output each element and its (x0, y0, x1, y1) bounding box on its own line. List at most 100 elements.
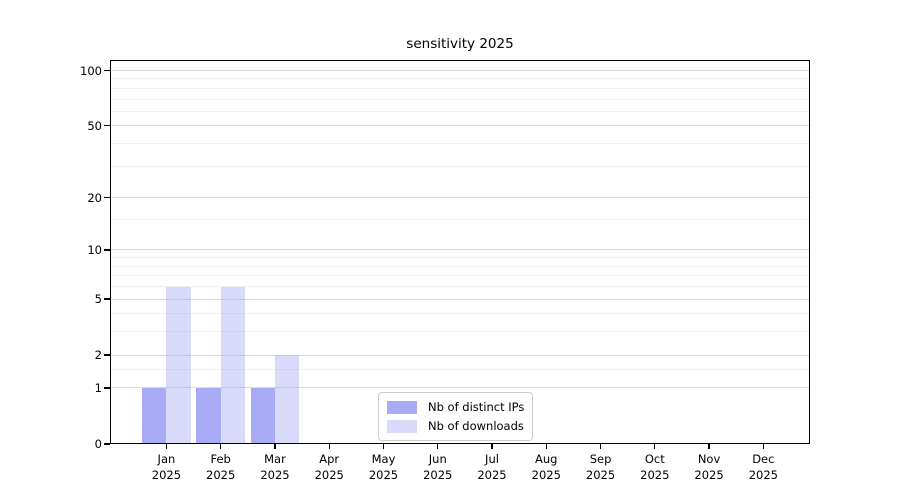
x-tick-label-oct: Oct 2025 (625, 451, 685, 483)
gridline-major-2 (110, 354, 810, 356)
gridline-minor-80 (110, 87, 810, 89)
x-tick-label-jul: Jul 2025 (462, 451, 522, 483)
x-tick-feb (220, 444, 222, 449)
x-tick-month-may: May (371, 452, 396, 466)
chart-title: sensitivity 2025 (406, 36, 514, 52)
legend-item-downloads: Nb of downloads (387, 418, 524, 434)
x-tick-year-feb: 2025 (206, 468, 236, 482)
x-tick-label-feb: Feb 2025 (191, 451, 251, 483)
gridline-major-20 (110, 197, 810, 199)
gridline-major-50 (110, 125, 810, 127)
legend: Nb of distinct IPs Nb of downloads (378, 392, 534, 441)
y-tick-label-10: 10 (87, 242, 102, 257)
legend-label-downloads: Nb of downloads (428, 419, 524, 433)
gridline-minor-60 (110, 110, 810, 112)
gridline-minor-8 (110, 265, 810, 267)
y-tick-20 (104, 196, 110, 199)
x-tick-year-mar: 2025 (260, 468, 290, 482)
y-tick-label-1: 1 (94, 380, 102, 395)
y-tick-label-5: 5 (94, 291, 102, 306)
plot-area (110, 60, 810, 444)
x-tick-year-oct: 2025 (640, 468, 670, 482)
bar-nb-of-distinct-ips-jan (142, 387, 167, 444)
y-tick-100 (104, 69, 110, 72)
x-tick-year-jan: 2025 (151, 468, 182, 482)
gridline-minor-9 (110, 257, 810, 259)
x-tick-month-jul: Jul (485, 452, 499, 466)
gridline-major-100 (110, 70, 810, 72)
gridline-minor-40 (110, 142, 810, 144)
x-tick-sep (599, 444, 602, 449)
gridline-major-5 (110, 298, 810, 300)
x-tick-year-jun: 2025 (423, 468, 453, 482)
y-tick-2 (104, 354, 110, 356)
x-tick-month-sep: Sep (589, 452, 612, 466)
x-tick-label-mar: Mar 2025 (245, 451, 305, 483)
x-tick-month-mar: Mar (264, 452, 286, 466)
y-tick-label-50: 50 (87, 118, 102, 133)
y-tick-50 (104, 125, 110, 127)
bar-nb-of-distinct-ips-mar (250, 387, 275, 444)
y-tick-label-2: 2 (94, 348, 102, 363)
legend-item-distinct-ips: Nb of distinct IPs (387, 399, 524, 415)
gridline-minor-15 (110, 219, 810, 221)
x-tick-jan (165, 444, 168, 449)
x-tick-label-jun: Jun 2025 (408, 451, 468, 483)
y-tick-1 (104, 387, 110, 389)
x-tick-month-jun: Jun (428, 452, 447, 466)
x-tick-year-sep: 2025 (585, 468, 616, 482)
y-tick-label-20: 20 (87, 190, 102, 205)
x-tick-month-dec: Dec (752, 452, 775, 466)
gridline-minor-7 (110, 275, 810, 277)
bar-nb-of-distinct-ips-feb (196, 387, 221, 444)
x-tick-mar (274, 444, 276, 449)
gridline-minor-3 (110, 331, 810, 333)
gridline-minor-4 (110, 313, 810, 315)
x-tick-year-dec: 2025 (748, 468, 778, 482)
bar-nb-of-downloads-mar (274, 355, 300, 444)
x-tick-month-apr: Apr (319, 452, 340, 466)
x-tick-label-may: May 2025 (353, 451, 413, 483)
x-tick-label-nov: Nov 2025 (679, 451, 739, 483)
y-tick-10 (104, 249, 110, 251)
y-tick-0 (104, 443, 110, 445)
x-tick-year-jul: 2025 (477, 468, 507, 482)
gridline-minor-1-5 (110, 369, 810, 371)
x-tick-label-sep: Sep 2025 (571, 451, 631, 483)
x-tick-label-apr: Apr 2025 (299, 451, 359, 483)
x-tick-may (382, 444, 385, 449)
x-tick-aug (545, 444, 547, 449)
gridline-minor-30 (110, 165, 810, 167)
x-tick-nov (708, 444, 710, 449)
x-tick-year-may: 2025 (368, 468, 399, 482)
gridline-major-1 (110, 387, 810, 389)
x-tick-dec (762, 444, 764, 449)
bar-nb-of-downloads-jan (166, 286, 191, 444)
x-tick-label-aug: Aug 2025 (516, 451, 576, 483)
x-tick-month-feb: Feb (210, 452, 231, 466)
x-tick-jun (437, 444, 439, 449)
gridline-minor-70 (110, 98, 810, 100)
legend-swatch-distinct-ips (387, 400, 417, 414)
y-tick-label-0: 0 (94, 437, 102, 451)
x-tick-label-jan: Jan 2025 (136, 451, 196, 483)
x-tick-year-nov: 2025 (694, 468, 724, 482)
gridline-minor-6 (110, 286, 810, 288)
x-tick-month-oct: Oct (644, 452, 665, 466)
y-tick-5 (104, 298, 110, 300)
x-tick-oct (654, 444, 656, 449)
x-tick-year-apr: 2025 (314, 468, 344, 482)
x-tick-month-aug: Aug (535, 452, 558, 466)
x-tick-year-aug: 2025 (531, 468, 561, 482)
x-tick-jul (491, 444, 493, 449)
y-tick-label-100: 100 (80, 63, 102, 78)
x-tick-month-jan: Jan (157, 452, 176, 466)
x-tick-label-dec: Dec 2025 (733, 451, 793, 483)
gridline-major-10 (110, 249, 810, 251)
legend-swatch-downloads (387, 419, 417, 433)
gridline-minor-90 (110, 78, 810, 80)
x-tick-month-nov: Nov (697, 452, 721, 466)
x-tick-apr (328, 444, 330, 449)
bar-nb-of-downloads-feb (220, 286, 246, 444)
